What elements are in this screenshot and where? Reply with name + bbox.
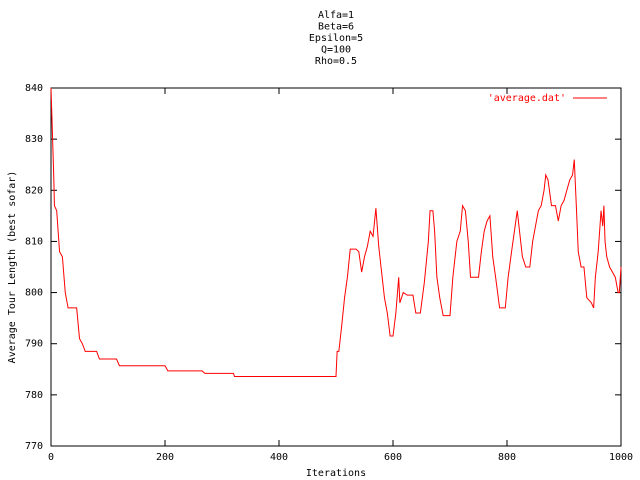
x-axis-label: Iterations (306, 468, 366, 479)
chart-title: Alfa=1 (318, 10, 354, 21)
x-tick-label: 200 (156, 452, 174, 463)
chart-title: Rho=0.5 (315, 56, 357, 67)
y-tick-label: 770 (25, 441, 43, 452)
x-tick-label: 400 (270, 452, 288, 463)
y-tick-label: 780 (25, 390, 43, 401)
x-tick-label: 600 (384, 452, 402, 463)
x-tick-label: 1000 (609, 452, 633, 463)
y-tick-label: 820 (25, 185, 43, 196)
y-tick-label: 830 (25, 134, 43, 145)
y-tick-label: 840 (25, 83, 43, 94)
x-tick-label: 800 (498, 452, 516, 463)
chart-title: Beta=6 (318, 22, 354, 33)
y-tick-label: 790 (25, 339, 43, 350)
x-tick-label: 0 (48, 452, 54, 463)
plot-border (50, 87, 622, 447)
data-line (50, 87, 622, 377)
y-tick-label: 800 (25, 288, 43, 299)
chart-title: Epsilon=5 (309, 33, 363, 44)
chart-title: Q=100 (321, 45, 351, 56)
y-axis-label: Average Tour Length (best sofar) (7, 171, 18, 364)
legend-label: 'average.dat' (488, 93, 566, 104)
y-tick-label: 810 (25, 236, 43, 247)
